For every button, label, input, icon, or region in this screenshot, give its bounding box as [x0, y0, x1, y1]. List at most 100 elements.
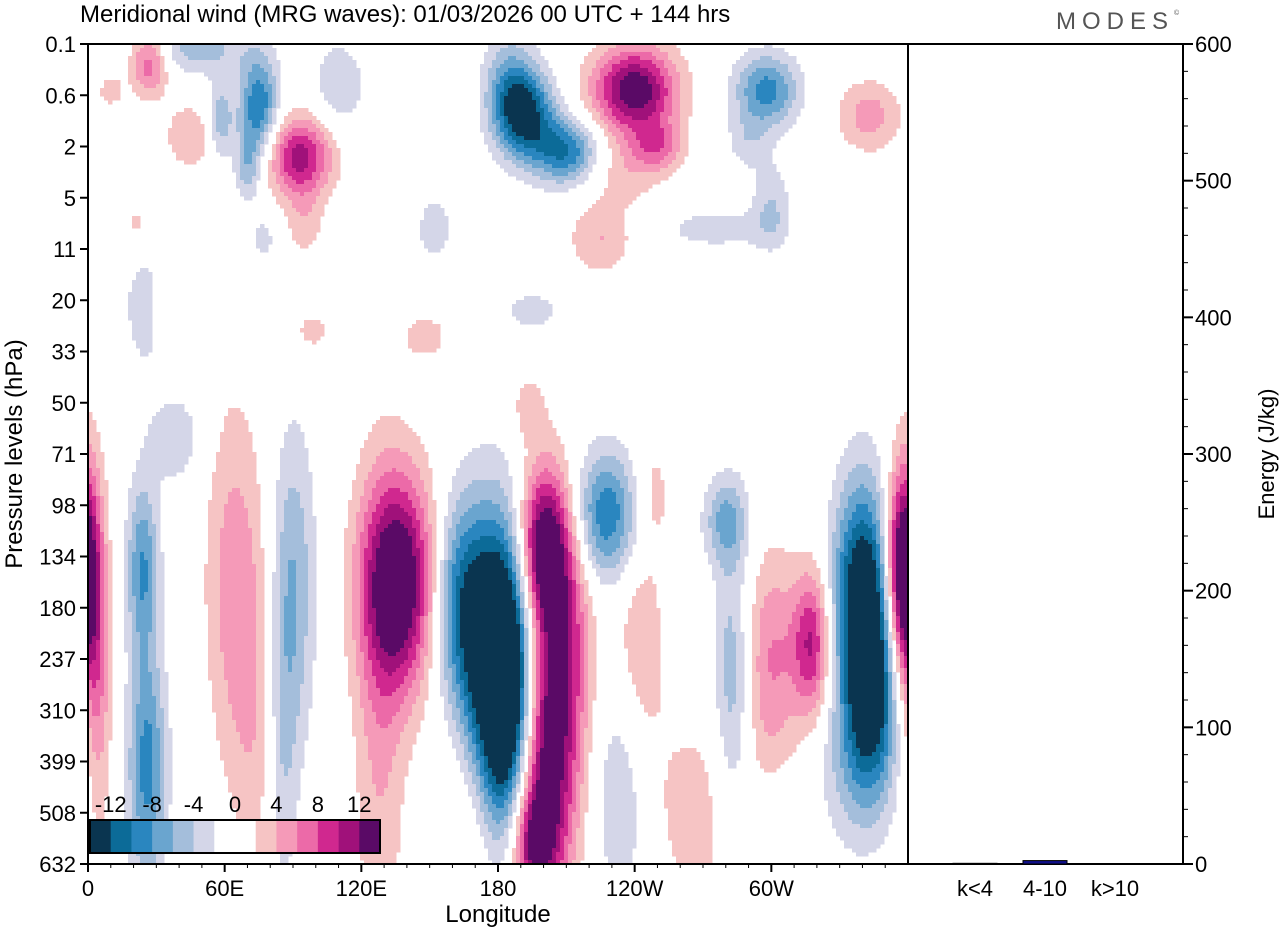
heatmap-cell [580, 76, 589, 81]
heatmap-cell [876, 588, 881, 593]
heatmap-cell [128, 660, 133, 665]
heatmap-cell [248, 48, 261, 53]
heatmap-cell [496, 140, 501, 145]
heatmap-cell [368, 588, 373, 593]
heatmap-cell [760, 116, 765, 121]
heatmap-cell [448, 696, 457, 701]
heatmap-cell [456, 696, 461, 701]
heatmap-cell [532, 56, 545, 61]
heatmap-cell [428, 548, 433, 553]
heatmap-cell [88, 468, 93, 473]
heatmap-cell [280, 468, 309, 473]
heatmap-cell [272, 608, 281, 613]
heatmap-cell [760, 696, 821, 701]
heatmap-cell [240, 188, 257, 193]
heatmap-cell [544, 680, 549, 685]
heatmap-cell [268, 176, 277, 181]
heatmap-cell [540, 500, 557, 505]
heatmap-cell [452, 548, 457, 553]
heatmap-cell [512, 520, 517, 525]
heatmap-cell [444, 676, 453, 681]
heatmap-cell [124, 600, 129, 605]
heatmap-cell [404, 696, 417, 701]
heatmap-cell [152, 676, 161, 681]
heatmap-cell [712, 528, 717, 533]
heatmap-cell [132, 84, 145, 89]
heatmap-cell [504, 124, 513, 129]
heatmap-cell [480, 100, 485, 105]
heatmap-cell [740, 120, 781, 125]
heatmap-cell [796, 84, 805, 89]
heatmap-cell [432, 532, 437, 537]
heatmap-cell [848, 692, 885, 697]
heatmap-cell [280, 672, 305, 677]
heatmap-cell [288, 428, 301, 433]
heatmap-cell [524, 500, 529, 505]
heatmap-cell [884, 596, 889, 601]
heatmap-cell [876, 576, 881, 581]
heatmap-cell [412, 644, 417, 649]
heatmap-cell [324, 164, 333, 169]
heatmap-cell [680, 228, 765, 233]
heatmap-cell [596, 504, 621, 509]
heatmap-cell [588, 160, 597, 165]
heatmap-cell [376, 652, 389, 657]
heatmap-cell [636, 692, 661, 697]
heatmap-cell [248, 524, 261, 529]
heatmap-cell [440, 600, 445, 605]
heatmap-cell [484, 136, 493, 141]
heatmap-cell [132, 512, 153, 517]
heatmap-cell [252, 556, 265, 561]
heatmap-cell [344, 584, 353, 589]
heatmap-cell [540, 608, 545, 613]
heatmap-cell [156, 588, 165, 593]
heatmap-cell [572, 600, 577, 605]
heatmap-cell [652, 492, 665, 497]
heatmap-cell [616, 456, 629, 461]
heatmap-cell [288, 564, 297, 569]
heatmap-cell [576, 176, 589, 181]
heatmap-cell [872, 496, 881, 501]
heatmap-cell [376, 608, 413, 613]
heatmap-cell [360, 596, 365, 601]
heatmap-cell [884, 584, 889, 589]
heatmap-cell [680, 116, 689, 121]
heatmap-cell [184, 160, 197, 165]
heatmap-cell [160, 692, 169, 697]
heatmap-cell [892, 568, 897, 573]
heatmap-cell [464, 668, 521, 673]
heatmap-cell [872, 472, 881, 477]
heatmap-cell [456, 500, 481, 505]
heatmap-cell [728, 624, 733, 629]
heatmap-cell [156, 636, 165, 641]
heatmap-cell [440, 692, 449, 697]
heatmap-cell [448, 572, 453, 577]
heatmap-cell [856, 104, 881, 109]
heatmap-cell [136, 612, 153, 617]
heatmap-cell [104, 524, 109, 529]
heatmap-cell [836, 648, 841, 653]
heatmap-cell [132, 520, 141, 525]
heatmap-cell [360, 684, 369, 689]
heatmap-cell [444, 572, 449, 577]
heatmap-cell [292, 228, 321, 233]
heatmap-cell [228, 408, 241, 413]
heatmap-cell [348, 672, 357, 677]
heatmap-cell [356, 644, 361, 649]
heatmap-cell [716, 580, 745, 585]
heatmap-cell [564, 512, 569, 517]
heatmap-cell [716, 648, 725, 653]
heatmap-cell [588, 144, 597, 149]
heatmap-cell [752, 608, 761, 613]
heatmap-cell [256, 644, 265, 649]
heatmap-cell [428, 624, 433, 629]
heatmap-cell [664, 100, 673, 105]
heatmap-cell [564, 556, 569, 561]
heatmap-cell [456, 620, 461, 625]
heatmap-cell [304, 648, 317, 653]
heatmap-cell [508, 544, 513, 549]
heatmap-cell [896, 532, 908, 537]
heatmap-cell [500, 48, 525, 53]
heatmap-cell [136, 500, 149, 505]
heatmap-cell [752, 640, 761, 645]
